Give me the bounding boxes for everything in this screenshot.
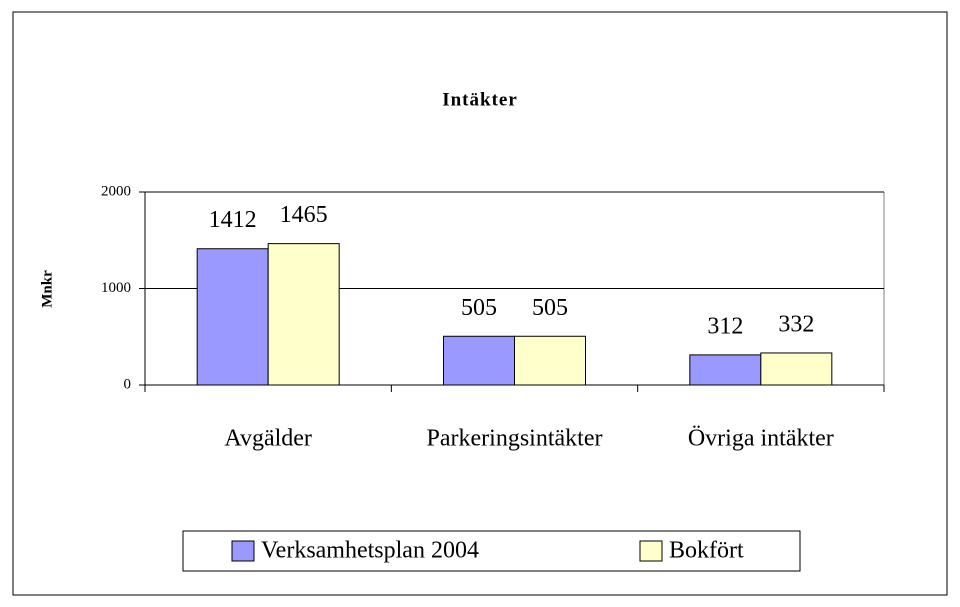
bar <box>760 352 833 386</box>
legend-label: Verksamhetsplan 2004 <box>261 538 479 564</box>
bar <box>689 354 762 386</box>
data-label: 505 <box>461 295 497 321</box>
bar <box>514 335 586 386</box>
chart-title: Intäkter <box>442 89 518 110</box>
data-label: 505 <box>532 295 568 321</box>
x-tick-label: Avgälder <box>224 426 312 452</box>
bar <box>196 248 269 386</box>
y-tick-label: 0 <box>124 376 132 392</box>
x-tick-label: Övriga intäkter <box>688 426 834 452</box>
bar <box>267 243 340 386</box>
legend-label: Bokfört <box>669 538 744 564</box>
chart-border <box>12 11 948 596</box>
y-tick-label: 2000 <box>101 183 131 199</box>
y-tick-label: 1000 <box>101 280 131 296</box>
bar <box>443 335 515 386</box>
legend-box <box>182 530 801 572</box>
legend-swatch <box>231 540 255 562</box>
y-axis-label: Mnkr <box>39 270 55 308</box>
data-label: 312 <box>707 313 743 339</box>
data-label: 1465 <box>280 202 328 228</box>
legend-swatch <box>639 540 663 562</box>
data-label: 332 <box>778 311 814 337</box>
data-label: 1412 <box>209 207 257 233</box>
x-tick-label: Parkeringsintäkter <box>427 426 603 452</box>
